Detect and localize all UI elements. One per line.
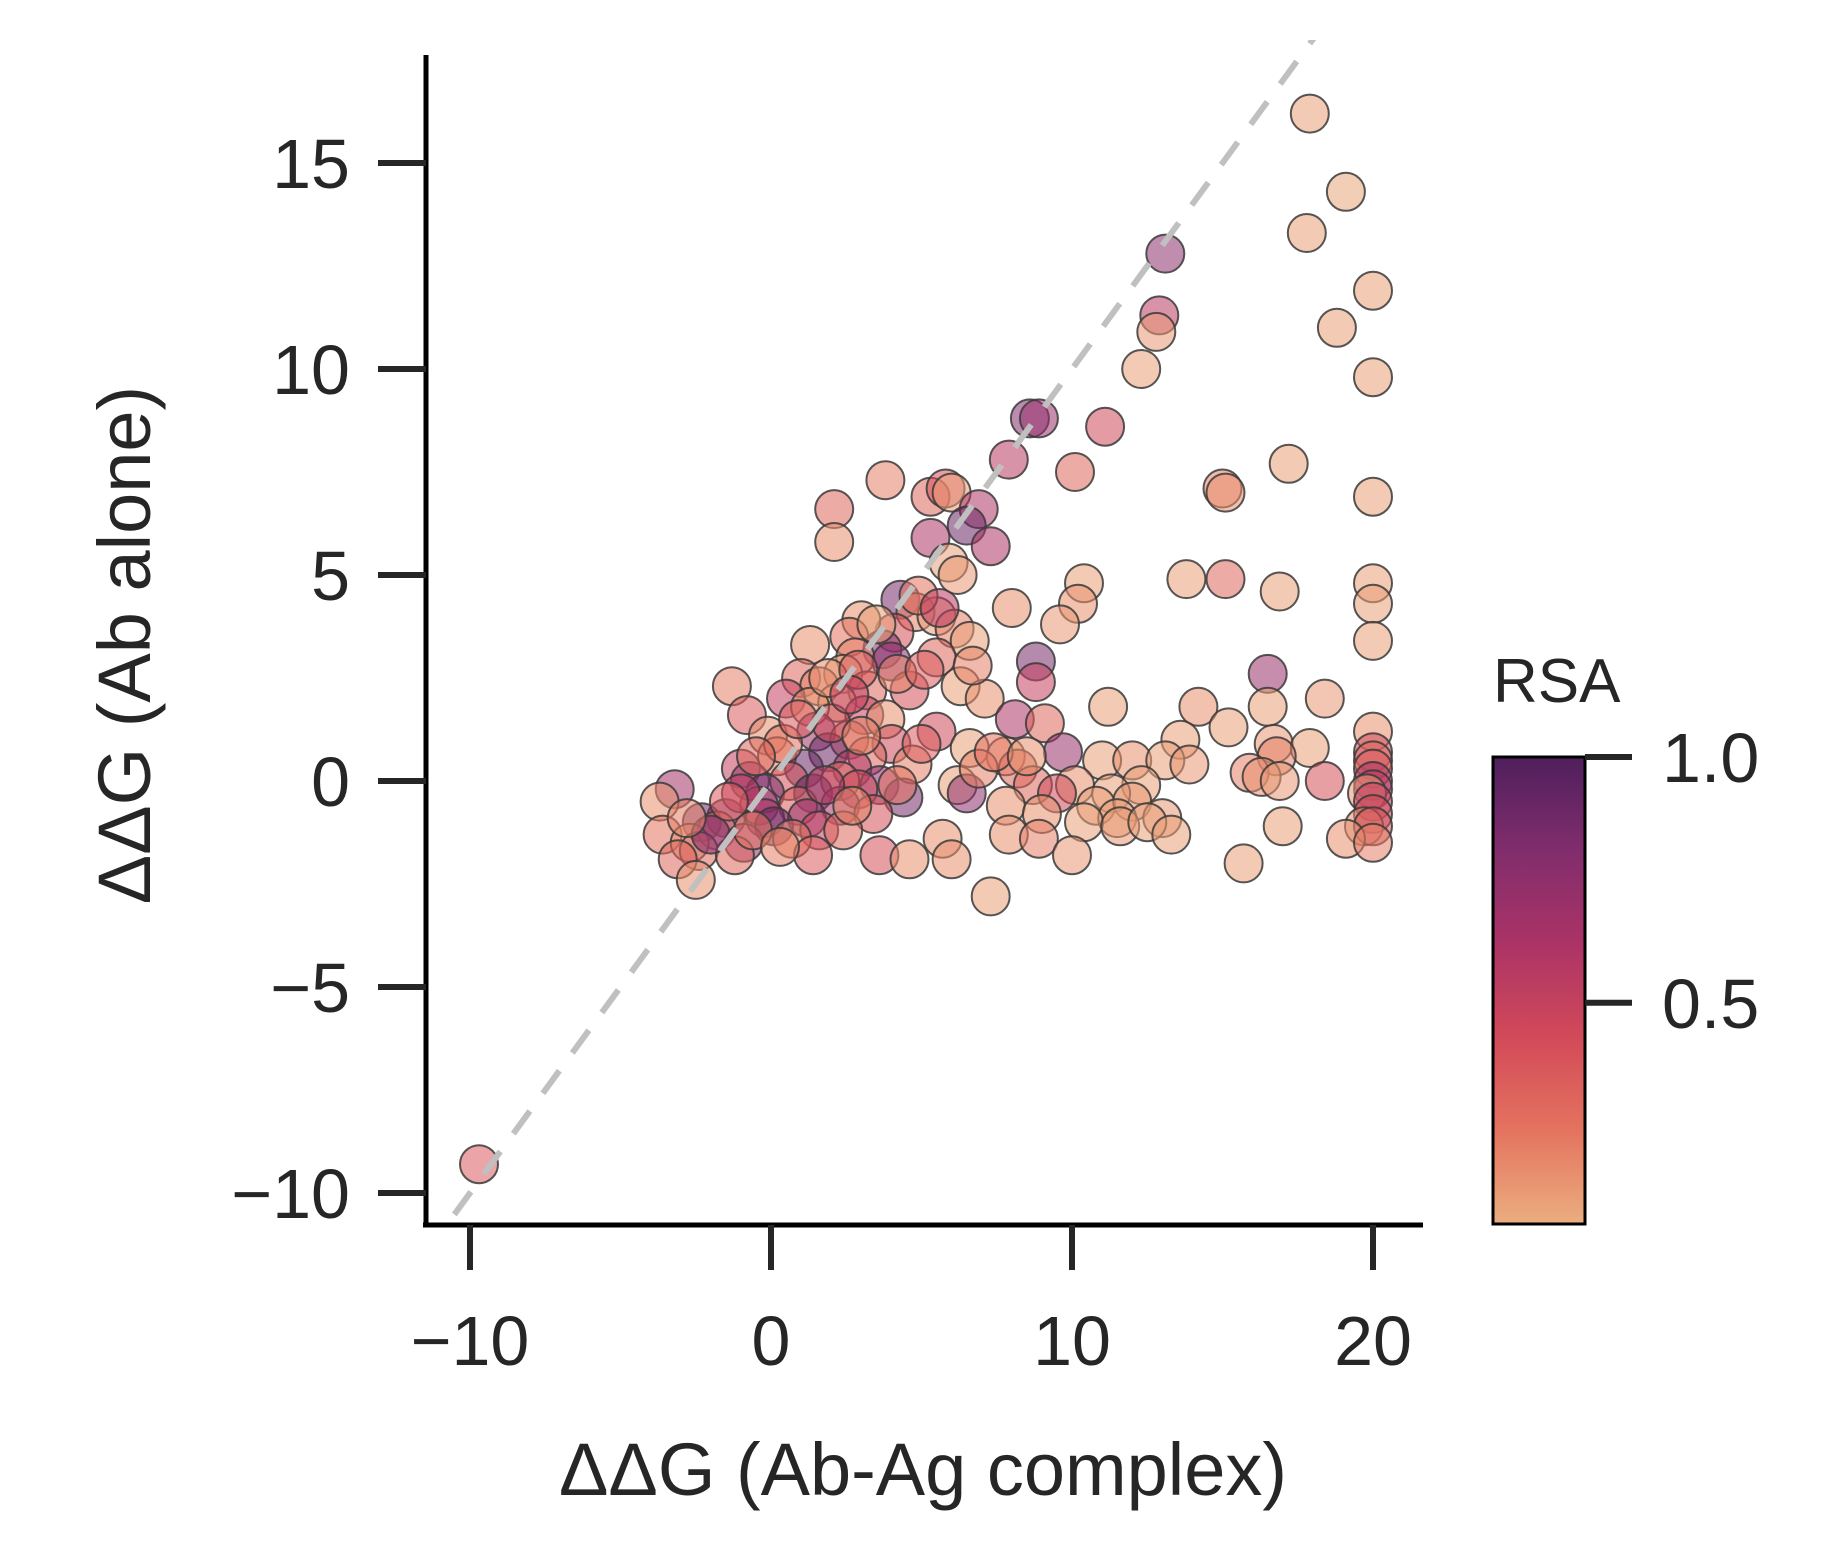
y-axis-title: ΔΔG (Ab alone) — [83, 386, 166, 904]
scatter-points — [459, 93, 1393, 1185]
data-point — [1289, 93, 1330, 134]
data-point — [973, 732, 1014, 773]
y-tick-label: −10 — [231, 1155, 350, 1233]
data-point — [805, 765, 846, 806]
data-point — [1024, 703, 1065, 744]
data-point — [793, 835, 834, 876]
data-point — [1223, 843, 1264, 884]
y-tick-label: 0 — [311, 743, 350, 821]
data-point — [778, 699, 819, 740]
data-point — [1169, 744, 1210, 785]
data-point — [1121, 349, 1162, 389]
colorbar-gradient — [1491, 755, 1587, 1226]
data-point — [1085, 406, 1126, 447]
data-point — [1055, 452, 1095, 492]
data-point — [790, 625, 831, 665]
data-point — [832, 785, 873, 826]
data-point — [1304, 761, 1345, 801]
data-point — [889, 839, 930, 880]
data-point — [901, 723, 942, 764]
data-point — [1262, 806, 1303, 847]
data-point — [1145, 233, 1186, 274]
data-point — [736, 736, 776, 777]
data-point — [1015, 662, 1056, 703]
data-point — [1136, 311, 1177, 352]
data-point — [1353, 583, 1393, 624]
data-point — [1088, 686, 1129, 727]
colorbar-ticks: 0.5 1.0 — [1585, 719, 1759, 1043]
y-tick-label: 15 — [272, 125, 350, 203]
data-point — [931, 839, 972, 880]
data-point — [1316, 307, 1357, 348]
colorbar-tick-label: 1.0 — [1662, 719, 1759, 797]
x-tick-label: 10 — [1033, 1302, 1111, 1380]
data-point — [1006, 736, 1047, 777]
data-point — [952, 645, 993, 686]
colorbar: RSA 0.5 1.0 — [1491, 647, 1759, 1226]
data-point — [666, 798, 707, 839]
colorbar-tick-label: 0.5 — [1662, 965, 1759, 1043]
data-point — [1325, 171, 1366, 212]
x-axis-ticks: −10 0 10 20 — [411, 1225, 1412, 1380]
data-point — [814, 522, 855, 562]
data-point — [970, 526, 1011, 567]
data-point — [1178, 686, 1219, 727]
data-point — [991, 588, 1032, 628]
data-point — [1151, 814, 1192, 855]
y-tick-label: 5 — [311, 537, 350, 615]
x-tick-label: −10 — [411, 1302, 530, 1380]
data-point — [841, 715, 882, 756]
x-axis-title: ΔΔG (Ab-Ag complex) — [559, 1428, 1287, 1511]
data-point — [1205, 559, 1246, 600]
data-point — [1208, 707, 1249, 748]
x-tick-label: 0 — [752, 1302, 791, 1380]
data-point — [1018, 818, 1059, 859]
identity-reference-line — [439, 40, 1317, 1230]
data-point — [1353, 476, 1393, 517]
data-point — [1353, 357, 1393, 398]
data-point — [459, 1144, 499, 1185]
data-point — [919, 588, 960, 628]
data-point — [877, 765, 918, 806]
data-point — [760, 826, 800, 867]
data-point — [1259, 761, 1300, 801]
data-point — [1247, 686, 1288, 727]
x-tick-label: 20 — [1334, 1302, 1412, 1380]
data-point — [856, 604, 897, 645]
data-point — [829, 674, 870, 715]
data-point — [1286, 213, 1327, 253]
y-axis-ticks: −10 −5 0 5 10 15 — [231, 125, 426, 1233]
data-point — [970, 876, 1011, 917]
data-point — [1268, 443, 1309, 484]
y-tick-label: −5 — [270, 949, 350, 1027]
data-point — [1052, 835, 1092, 876]
data-point — [1040, 604, 1080, 645]
colorbar-title: RSA — [1493, 647, 1621, 716]
data-point — [1353, 620, 1393, 661]
data-point — [937, 555, 978, 595]
data-point — [1304, 678, 1345, 719]
data-point — [1353, 270, 1393, 311]
data-point — [865, 460, 906, 501]
data-point — [1166, 559, 1207, 600]
data-point — [1353, 822, 1393, 863]
data-point — [1259, 571, 1300, 612]
data-point — [1205, 472, 1246, 513]
data-point — [904, 649, 945, 690]
y-tick-label: 10 — [272, 331, 350, 409]
data-point — [708, 781, 749, 822]
